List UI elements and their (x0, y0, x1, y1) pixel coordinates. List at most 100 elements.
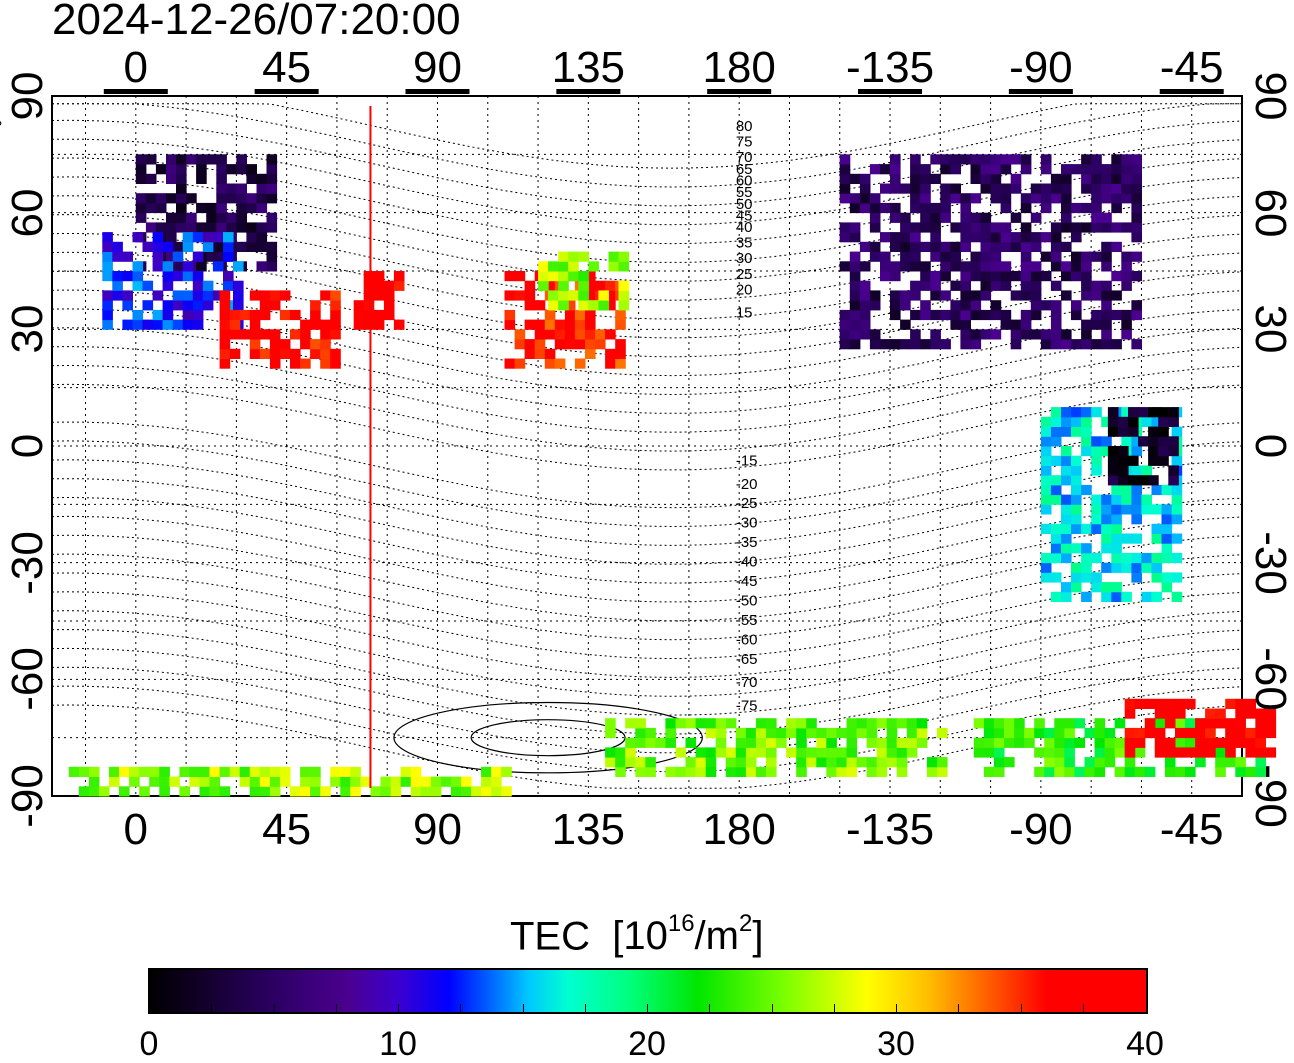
tec-cell (1081, 164, 1092, 175)
tec-cell (363, 271, 375, 282)
tec-cell (869, 241, 881, 252)
tec-cell (430, 786, 442, 797)
tec-cell (1148, 446, 1159, 457)
tec-cell (605, 280, 616, 291)
tec-cell (990, 164, 1002, 175)
tec-cell (983, 718, 995, 729)
tec-cell (259, 329, 271, 340)
tec-cell (176, 173, 187, 184)
tec-cell (246, 193, 257, 204)
tec-cell (78, 786, 90, 797)
tec-cell (1054, 737, 1065, 748)
tec-cell (1175, 698, 1186, 709)
tec-cell (1081, 290, 1092, 301)
tec-cell (266, 212, 278, 223)
contour-label: -40 (736, 554, 758, 571)
tec-cell (1044, 757, 1055, 768)
tec-cell (1071, 300, 1082, 311)
tec-cell (1128, 407, 1139, 418)
tec-cell (1091, 202, 1102, 214)
tec-cell (223, 241, 234, 252)
contour-label: 35 (736, 235, 753, 252)
tec-cell (1121, 319, 1132, 330)
tec-cell (1040, 202, 1052, 214)
tec-cell (615, 358, 626, 369)
tec-cell (1020, 154, 1032, 165)
polar-contour (470, 719, 626, 757)
tec-cell (1101, 533, 1112, 544)
tec-cell (1064, 747, 1075, 758)
tec-cell (890, 339, 901, 350)
polar-contour (393, 701, 703, 774)
tec-cell (363, 300, 375, 311)
tec-cell (926, 766, 938, 777)
tec-cell (310, 319, 321, 330)
tec-cell (1071, 523, 1082, 534)
tec-cell (166, 193, 177, 204)
tec-cell (330, 329, 341, 340)
tec-cell (145, 193, 157, 204)
tec-cell (1158, 446, 1169, 457)
tec-cell (876, 757, 888, 768)
tec-cell (1061, 523, 1072, 534)
tec-cell (876, 747, 888, 758)
tec-cell (1010, 183, 1022, 194)
tec-cell (1121, 407, 1132, 418)
tec-cell (102, 232, 113, 243)
tec-cell (166, 251, 177, 262)
tec-cell (796, 727, 807, 739)
tec-cell (910, 241, 921, 252)
tec-cell (1050, 591, 1062, 602)
tec-cell (983, 747, 995, 758)
tec-cell (1091, 339, 1102, 350)
timestamp-title: 2024-12-26/07:20:00 (52, 0, 461, 44)
tec-cell (1151, 504, 1163, 515)
tec-cell (615, 757, 626, 768)
tec-cell (132, 261, 144, 272)
tec-cell (880, 202, 891, 214)
tec-cell (880, 261, 891, 272)
contour-label: -25 (736, 495, 758, 512)
tec-cell (544, 329, 556, 340)
latitude-tick-label: 30 (1246, 304, 1294, 354)
tec-cell (1081, 552, 1092, 564)
tec-cell (320, 339, 331, 350)
tec-cell (1131, 484, 1142, 496)
tec-cell (1107, 416, 1119, 427)
tec-cell (534, 339, 546, 350)
tec-cell (1101, 222, 1112, 233)
tec-cell (1054, 718, 1065, 729)
tec-cell (839, 329, 851, 340)
tec-cell (383, 300, 395, 311)
latitude-tick-label: -90 (3, 764, 52, 828)
tec-cell (1205, 708, 1216, 719)
tec-cell (1235, 718, 1246, 729)
tec-cell (1151, 523, 1163, 534)
tec-cell (119, 766, 130, 777)
tec-cell (102, 271, 113, 282)
tec-cell (755, 747, 767, 758)
tec-cell (450, 776, 462, 787)
tec-cell (1091, 504, 1102, 515)
tec-cell (816, 747, 827, 758)
tec-cell (1050, 455, 1062, 466)
tec-cell (300, 776, 311, 787)
tec-cell (1081, 446, 1092, 457)
tec-cell (266, 183, 278, 194)
tec-cell (1175, 766, 1186, 777)
tec-cell (930, 202, 941, 214)
tec-cell (980, 212, 992, 223)
tec-cell (383, 290, 395, 301)
tec-cell (1034, 747, 1045, 758)
tec-cell (970, 300, 982, 311)
tec-cell (524, 280, 536, 291)
tec-cell (1148, 407, 1159, 418)
tec-cell (98, 786, 110, 797)
tec-cell (1101, 290, 1112, 301)
tec-cell (568, 251, 579, 262)
tec-cell (155, 164, 167, 175)
tec-cell (990, 154, 1002, 165)
tec-cell (534, 348, 546, 359)
tec-cell (259, 766, 271, 777)
tec-cell (216, 212, 227, 223)
